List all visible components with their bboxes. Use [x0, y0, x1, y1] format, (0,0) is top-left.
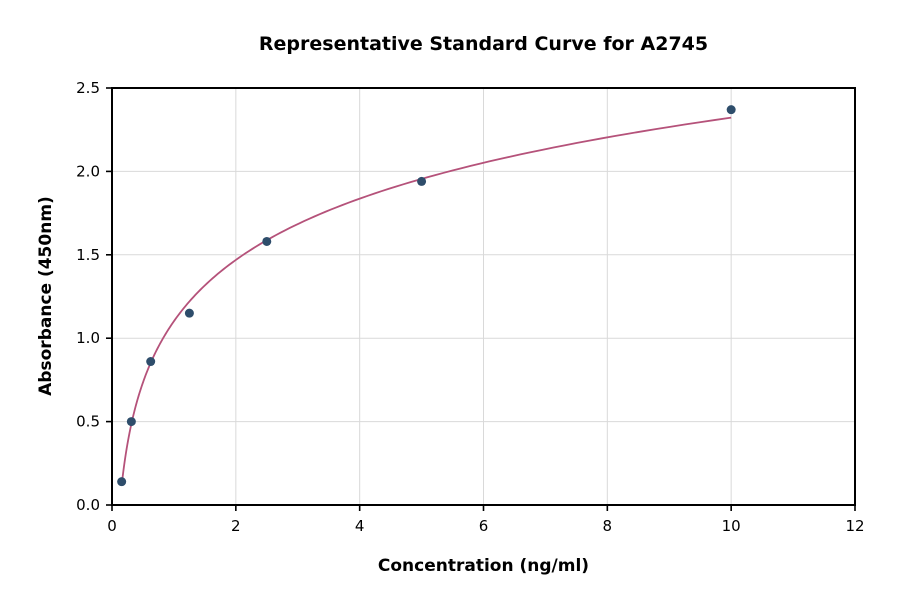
x-tick-label: 0: [107, 517, 117, 535]
y-tick-label: 2.5: [76, 79, 100, 97]
data-point: [146, 357, 156, 367]
x-tick-label: 12: [845, 517, 864, 535]
data-point: [726, 105, 736, 115]
x-tick-label: 8: [603, 517, 613, 535]
y-axis-label: Absorbance (450nm): [36, 196, 56, 396]
x-tick-label: 6: [479, 517, 489, 535]
data-point: [117, 477, 127, 487]
data-point: [417, 176, 427, 186]
data-point: [126, 417, 136, 427]
x-tick-label: 2: [231, 517, 241, 535]
data-point: [184, 308, 194, 318]
x-axis-label: Concentration (ng/ml): [377, 556, 590, 576]
y-tick-label: 1.0: [76, 329, 100, 347]
y-tick-label: 0.5: [76, 413, 100, 431]
x-tick-label: 4: [355, 517, 365, 535]
y-tick-label: 0.0: [76, 496, 100, 514]
x-tick-label: 10: [722, 517, 741, 535]
data-point: [262, 236, 272, 246]
chart-title: Representative Standard Curve for A2745: [258, 33, 709, 55]
y-tick-label: 2.0: [76, 162, 100, 180]
y-tick-label: 1.5: [76, 246, 100, 264]
fit-curve: [120, 116, 732, 486]
